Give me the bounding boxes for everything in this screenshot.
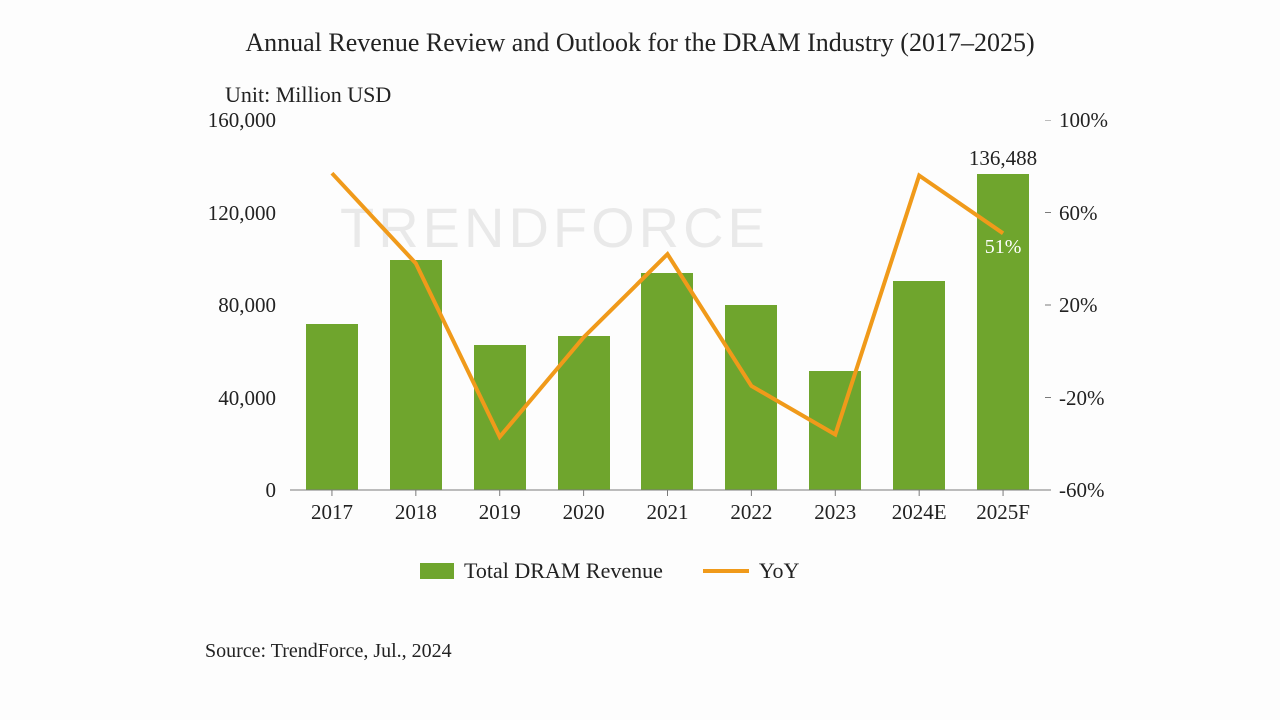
bar-inside-label: 51% [977, 236, 1029, 259]
y-left-tick-label: 0 [186, 478, 276, 503]
legend-swatch-bar [420, 563, 454, 579]
legend-label-bar: Total DRAM Revenue [464, 558, 663, 584]
source-label: Source: TrendForce, Jul., 2024 [205, 640, 452, 663]
bar [725, 305, 777, 490]
x-tick-label: 2024E [877, 500, 961, 525]
y-right-tick-label: -20% [1059, 386, 1105, 411]
x-tick-label: 2017 [290, 500, 374, 525]
x-tick-label: 2018 [374, 500, 458, 525]
x-tick-label: 2019 [458, 500, 542, 525]
bar [809, 371, 861, 490]
bar [474, 345, 526, 490]
bar [306, 324, 358, 491]
chart-title: Annual Revenue Review and Outlook for th… [0, 28, 1280, 58]
y-left-tick-label: 80,000 [186, 293, 276, 318]
bar [977, 174, 1029, 490]
legend: Total DRAM Revenue YoY [420, 558, 799, 584]
y-right-tick-label: 100% [1059, 108, 1108, 133]
y-left-tick-label: 120,000 [186, 201, 276, 226]
x-tick-label: 2023 [793, 500, 877, 525]
y-right-tick-label: -60% [1059, 478, 1105, 503]
x-tick-label: 2025F [961, 500, 1045, 525]
legend-label-line: YoY [759, 558, 800, 584]
bar [893, 281, 945, 490]
bar [558, 336, 610, 490]
chart-container: Annual Revenue Review and Outlook for th… [0, 0, 1280, 720]
legend-item-line: YoY [703, 558, 800, 584]
bar [390, 260, 442, 490]
bar-top-label: 136,488 [953, 146, 1053, 171]
x-tick-label: 2020 [542, 500, 626, 525]
legend-swatch-line [703, 569, 749, 573]
y-right-tick-label: 20% [1059, 293, 1098, 318]
chart-plot-area: 040,00080,000120,000160,000-60%-20%20%60… [290, 120, 1045, 490]
unit-label: Unit: Million USD [225, 82, 391, 108]
x-tick-label: 2022 [709, 500, 793, 525]
y-left-tick-label: 40,000 [186, 386, 276, 411]
x-tick-label: 2021 [626, 500, 710, 525]
legend-item-bar: Total DRAM Revenue [420, 558, 663, 584]
bar [641, 273, 693, 490]
y-right-tick-label: 60% [1059, 201, 1098, 226]
y-left-tick-label: 160,000 [186, 108, 276, 133]
